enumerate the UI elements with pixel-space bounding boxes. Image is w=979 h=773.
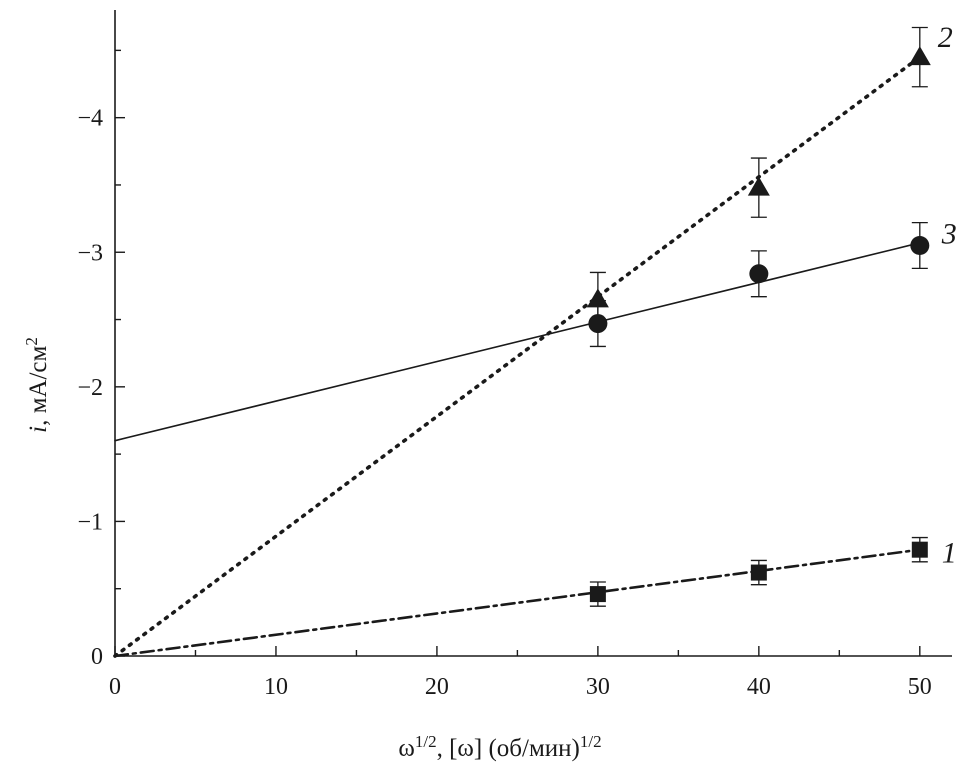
fit-line-series-1	[113, 548, 922, 658]
y-tick-label: 0	[91, 644, 103, 670]
fit-line-series-2	[113, 55, 922, 658]
data-markers	[586, 46, 931, 603]
x-tick-label: 40	[747, 674, 771, 700]
series-label-3: 3	[941, 218, 957, 251]
axes	[114, 10, 952, 657]
y-tick-label: −1	[77, 509, 103, 535]
x-tick-label: 10	[264, 674, 288, 700]
y-axis-title: i, мА/см2	[22, 337, 53, 433]
data-point-square	[911, 541, 928, 558]
data-point-circle	[588, 314, 608, 334]
y-tick-label: −3	[77, 240, 103, 266]
x-tick-label: 30	[586, 674, 610, 700]
data-point-circle	[910, 236, 930, 256]
series-label-1: 1	[942, 537, 957, 570]
x-tick-label: 0	[109, 674, 121, 700]
fit-lines	[113, 55, 922, 658]
series-label-2: 2	[938, 21, 953, 54]
y-axis-ticks: 0 −1 −2 −3 −4	[77, 49, 125, 670]
data-point-square	[589, 586, 606, 603]
fit-line-series-3	[114, 242, 921, 442]
data-point-triangle	[586, 288, 609, 308]
y-tick-label: −2	[77, 375, 103, 401]
x-tick-label: 50	[908, 674, 932, 700]
data-point-triangle	[747, 176, 770, 196]
data-point-square	[750, 564, 767, 581]
data-point-circle	[749, 264, 769, 284]
x-axis-ticks: 0 10 20 30 40 50	[109, 646, 932, 700]
error-bars	[589, 26, 928, 607]
y-tick-label: −4	[77, 106, 103, 132]
series-labels: 1 2 3	[938, 21, 957, 570]
x-tick-label: 20	[425, 674, 449, 700]
data-point-triangle	[908, 46, 931, 66]
x-axis-title: ω1/2, [ω] (об/мин)1/2	[398, 732, 601, 763]
